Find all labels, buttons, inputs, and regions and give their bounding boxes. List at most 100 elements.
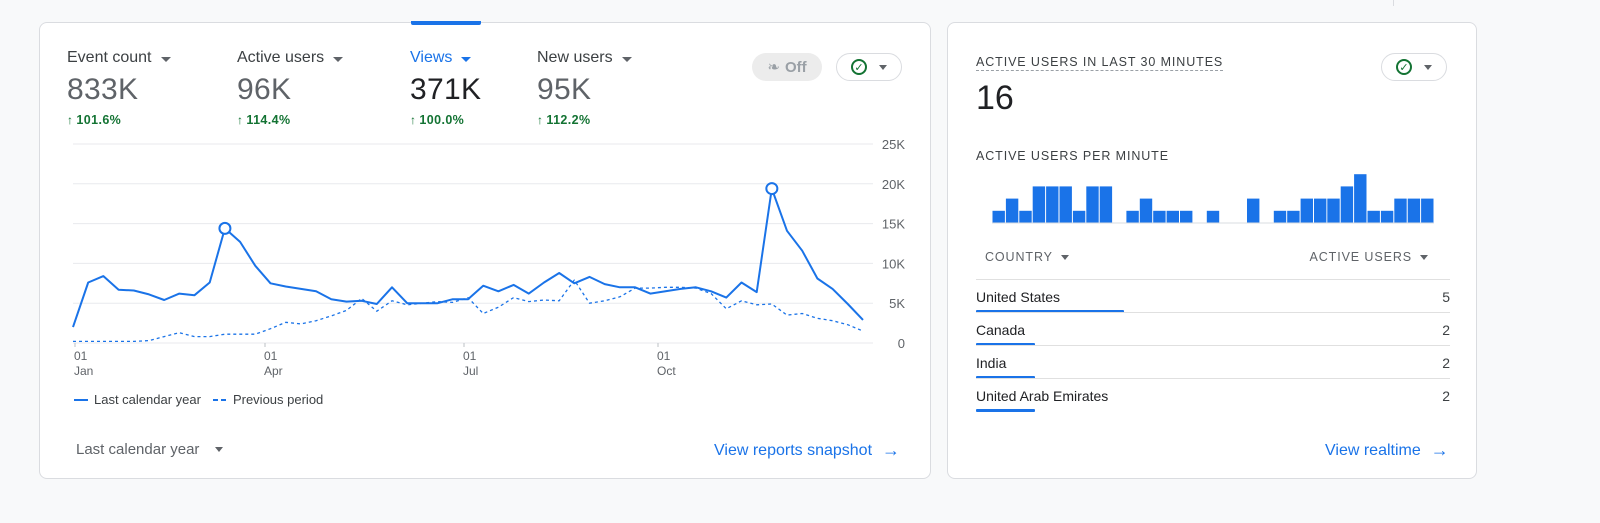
- chevron-down-icon: [1420, 254, 1428, 260]
- x-tick-day: 01: [74, 349, 88, 363]
- minute-bar[interactable]: [1287, 210, 1300, 223]
- top-divider: [1393, 0, 1394, 6]
- metric-delta: 114.4%: [246, 113, 291, 127]
- y-tick-label: 5K: [889, 296, 905, 311]
- active-users-count: 2: [1442, 355, 1450, 371]
- table-row[interactable]: Canada 2: [976, 312, 1450, 346]
- minute-bar[interactable]: [1300, 198, 1313, 223]
- minute-bar[interactable]: [1367, 210, 1380, 223]
- minute-bar[interactable]: [1005, 198, 1019, 223]
- anomaly-marker[interactable]: [765, 182, 779, 196]
- metric-value: 96K: [237, 73, 292, 106]
- chevron-down-icon: [879, 64, 887, 70]
- data-quality-dropdown[interactable]: ✓: [836, 53, 902, 81]
- x-tick-day: 01: [657, 349, 671, 363]
- x-tick-month: Oct: [657, 364, 676, 378]
- metric-label: New users: [537, 49, 613, 66]
- minute-bar[interactable]: [1126, 210, 1139, 223]
- metric-delta: 100.0%: [419, 113, 465, 127]
- minute-bar[interactable]: [992, 210, 1005, 223]
- table-row[interactable]: United States 5: [976, 279, 1450, 313]
- chevron-down-icon: [461, 56, 472, 62]
- minute-bar[interactable]: [1139, 198, 1153, 223]
- minute-bar[interactable]: [1180, 210, 1193, 223]
- overview-card: Event count 833K ↑ 101.6% Active users 96…: [39, 21, 931, 479]
- x-tick-day: 01: [264, 349, 278, 363]
- share-bar: [976, 310, 1124, 313]
- minute-bar[interactable]: [1086, 186, 1099, 223]
- minute-bar[interactable]: [1314, 198, 1327, 223]
- minute-bar[interactable]: [1380, 210, 1394, 223]
- metric-label: Views: [410, 49, 453, 66]
- per-minute-bar-chart: [992, 174, 1434, 224]
- insights-medal-icon: ❧: [767, 59, 780, 76]
- active-users-count: 5: [1442, 289, 1450, 305]
- minute-bar[interactable]: [1340, 186, 1354, 223]
- anomaly-marker[interactable]: [218, 221, 232, 235]
- minute-bar[interactable]: [1327, 198, 1340, 223]
- series-line-previous-period: [73, 279, 864, 343]
- minute-bar[interactable]: [1153, 210, 1166, 223]
- minute-bar[interactable]: [1273, 210, 1287, 223]
- y-tick-label: 0: [898, 336, 905, 351]
- minute-bar[interactable]: [1046, 186, 1059, 223]
- x-tick-month: Jul: [463, 364, 478, 378]
- chevron-down-icon: [333, 56, 344, 62]
- chevron-down-icon: [215, 447, 224, 452]
- minute-bar[interactable]: [1019, 210, 1032, 223]
- y-tick-label: 25K: [882, 137, 905, 152]
- country-name: India: [976, 355, 1007, 371]
- insights-toggle[interactable]: ❧ Off: [752, 53, 822, 81]
- column-header-label: ACTIVE USERS: [1309, 250, 1412, 264]
- y-tick-label: 20K: [882, 177, 905, 192]
- chevron-down-icon: [1060, 254, 1069, 260]
- date-range-dropdown[interactable]: Last calendar year: [76, 441, 224, 458]
- column-header-label: COUNTRY: [985, 250, 1053, 264]
- metric-delta: 112.2%: [546, 113, 591, 127]
- arrow-up-icon: ↑: [537, 113, 544, 127]
- metric-delta: 101.6%: [76, 113, 122, 127]
- x-tick-month: Apr: [264, 364, 283, 378]
- x-tick-month: Jan: [74, 364, 93, 378]
- y-tick-label: 10K: [882, 256, 905, 271]
- country-name: Canada: [976, 322, 1026, 338]
- minute-bar[interactable]: [1394, 198, 1407, 223]
- realtime-quality-dropdown[interactable]: ✓: [1381, 53, 1447, 81]
- table-row[interactable]: India 2: [976, 345, 1450, 379]
- share-bar: [976, 343, 1036, 346]
- minute-bar[interactable]: [1206, 210, 1220, 223]
- arrow-right-icon: →: [882, 440, 901, 460]
- minute-bar[interactable]: [1407, 198, 1421, 223]
- view-reports-snapshot-link[interactable]: View reports snapshot →: [714, 440, 900, 461]
- table-row[interactable]: United Arab Emirates 2: [976, 378, 1450, 412]
- arrow-up-icon: ↑: [67, 113, 74, 127]
- metric-tab-new-users[interactable]: New users 95K ↑ 112.2%: [537, 49, 632, 127]
- minute-bar[interactable]: [1247, 198, 1260, 223]
- link-label: View realtime: [1325, 441, 1421, 459]
- metric-value: 371K: [410, 73, 482, 106]
- country-column-header[interactable]: COUNTRY: [985, 250, 1069, 264]
- minute-bar[interactable]: [1059, 186, 1072, 223]
- metric-tab-active-users[interactable]: Active users 96K ↑ 114.4%: [237, 49, 344, 127]
- active-users-count: 2: [1442, 322, 1450, 338]
- chart-legend: Last calendar year Previous period: [74, 392, 323, 407]
- minute-bar[interactable]: [1099, 186, 1113, 223]
- chevron-down-icon: [160, 56, 171, 62]
- metric-tab-event-count[interactable]: Event count 833K ↑ 101.6%: [67, 49, 171, 127]
- minute-bar[interactable]: [1354, 174, 1367, 223]
- legend-solid-line-icon: [74, 398, 88, 401]
- active-users-column-header[interactable]: ACTIVE USERS: [1309, 250, 1428, 264]
- minute-bar[interactable]: [1166, 210, 1179, 223]
- realtime-active-users-value: 16: [976, 79, 1014, 117]
- chevron-down-icon: [1424, 64, 1432, 70]
- realtime-title[interactable]: ACTIVE USERS IN LAST 30 MINUTES: [976, 55, 1224, 71]
- minute-bar[interactable]: [1072, 210, 1086, 223]
- minute-bar[interactable]: [1032, 186, 1046, 223]
- series-line-last-calendar-year: [72, 187, 864, 328]
- active-users-count: 2: [1442, 388, 1450, 404]
- realtime-card: ACTIVE USERS IN LAST 30 MINUTES ✓ 16 ACT…: [947, 22, 1477, 479]
- minute-bar[interactable]: [1421, 198, 1434, 223]
- view-realtime-link[interactable]: View realtime →: [1325, 440, 1449, 461]
- metric-tab-views[interactable]: Views 371K ↑ 100.0%: [410, 49, 481, 127]
- date-range-label: Last calendar year: [76, 441, 200, 458]
